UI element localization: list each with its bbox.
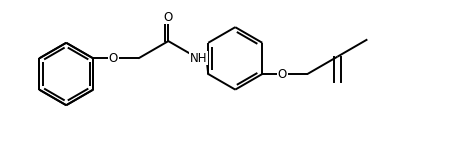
Text: O: O — [164, 11, 173, 24]
Text: NH: NH — [190, 52, 207, 65]
Text: O: O — [278, 67, 287, 81]
Text: O: O — [109, 52, 118, 65]
